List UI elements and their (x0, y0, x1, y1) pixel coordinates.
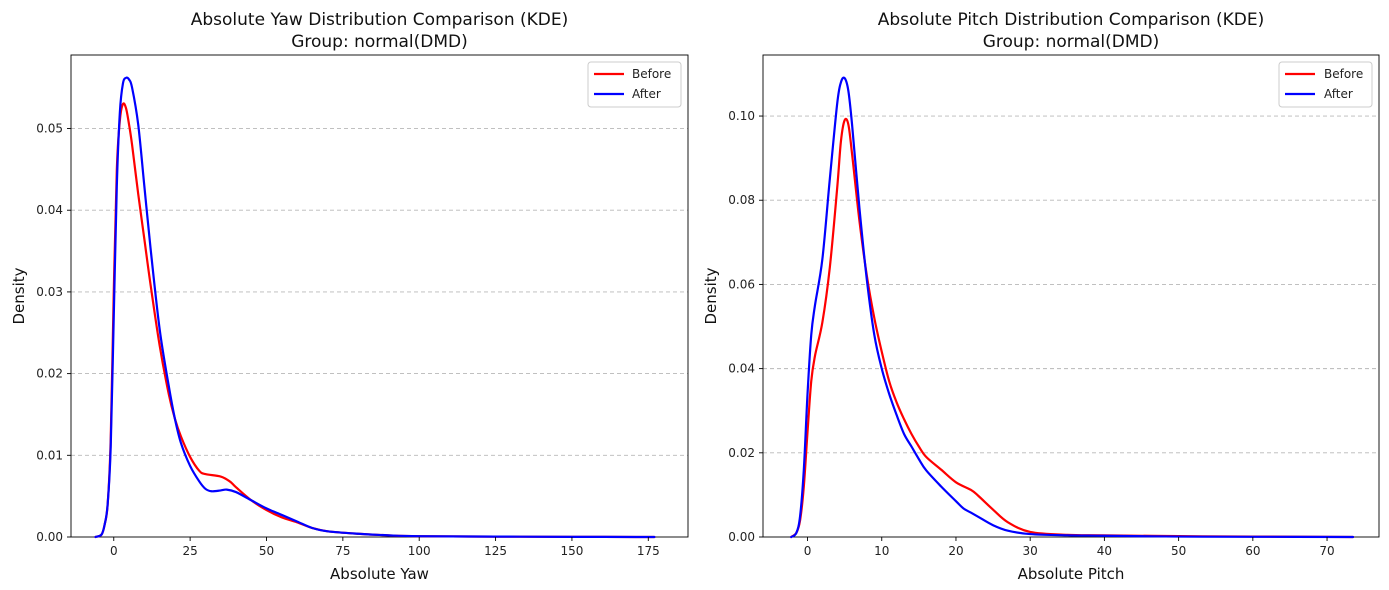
y-tick-label: 0.03 (36, 285, 63, 299)
legend-label-before-pitch: Before (1324, 67, 1363, 81)
x-tick-label: 0 (110, 544, 118, 558)
x-ticks-pitch: 0 10 20 30 40 50 60 70 (804, 537, 1335, 558)
y-tick-label: 0.04 (728, 362, 755, 376)
legend-label-after-pitch: After (1324, 87, 1353, 101)
x-tick-label: 25 (182, 544, 197, 558)
chart-subtitle-yaw: Group: normal(DMD) (291, 32, 468, 52)
x-tick-label: 50 (1171, 544, 1186, 558)
x-tick-label: 125 (484, 544, 507, 558)
x-axis-label-pitch: Absolute Pitch (1018, 565, 1125, 583)
legend-label-before-yaw: Before (632, 67, 671, 81)
series-lines-pitch (790, 76, 1355, 539)
y-tick-label: 0.00 (728, 530, 755, 544)
plot-area-pitch (762, 54, 1380, 538)
y-axis-label-pitch: Density (702, 267, 720, 324)
series-lines-yaw (94, 76, 656, 539)
series-line-after (94, 76, 656, 539)
grid-yaw (71, 128, 688, 456)
x-tick-label: 70 (1319, 544, 1334, 558)
y-tick-label: 0.02 (36, 367, 63, 381)
x-tick-label: 150 (560, 544, 583, 558)
chart-panel-yaw: 0 25 50 75 100 125 150 175 0.00 0.01 0.02 0.03 0.04… (10, 10, 689, 583)
x-tick-label: 50 (259, 544, 274, 558)
legend-pitch: Before After (1278, 61, 1373, 108)
y-ticks-pitch: 0.00 0.02 0.04 0.06 0.08 0.10 (728, 109, 763, 544)
y-tick-label: 0.08 (728, 193, 755, 207)
legend-yaw: Before After (587, 61, 682, 108)
legend-label-after-yaw: After (632, 87, 661, 101)
chart-panel-pitch: 0 10 20 30 40 50 60 70 0.00 0.02 0.04 0.06 0.08 0.10… (702, 10, 1380, 583)
x-tick-label: 175 (637, 544, 660, 558)
x-tick-label: 75 (335, 544, 350, 558)
chart-subtitle-pitch: Group: normal(DMD) (983, 32, 1160, 52)
y-ticks-yaw: 0.00 0.01 0.02 0.03 0.04 0.05 (36, 122, 71, 544)
y-tick-label: 0.05 (36, 122, 63, 136)
x-tick-label: 0 (804, 544, 812, 558)
chart-title-pitch: Absolute Pitch Distribution Comparison (… (878, 10, 1265, 30)
y-tick-label: 0.10 (728, 109, 755, 123)
y-tick-label: 0.02 (728, 446, 755, 460)
x-axis-label-yaw: Absolute Yaw (330, 565, 429, 583)
series-line-after (790, 76, 1355, 539)
x-ticks-yaw: 0 25 50 75 100 125 150 175 (110, 537, 660, 558)
grid-pitch (763, 115, 1379, 454)
x-tick-label: 40 (1097, 544, 1112, 558)
x-tick-label: 30 (1023, 544, 1038, 558)
y-tick-label: 0.04 (36, 203, 63, 217)
x-tick-label: 10 (874, 544, 889, 558)
x-tick-label: 20 (948, 544, 963, 558)
series-line-before (790, 117, 1355, 539)
y-tick-label: 0.00 (36, 530, 63, 544)
x-tick-label: 60 (1245, 544, 1260, 558)
x-tick-label: 100 (408, 544, 431, 558)
y-axis-label-yaw: Density (10, 267, 28, 324)
y-tick-label: 0.06 (728, 277, 755, 291)
chart-title-yaw: Absolute Yaw Distribution Comparison (KD… (191, 10, 569, 30)
plot-area-yaw (70, 54, 689, 538)
y-tick-label: 0.01 (36, 448, 63, 462)
